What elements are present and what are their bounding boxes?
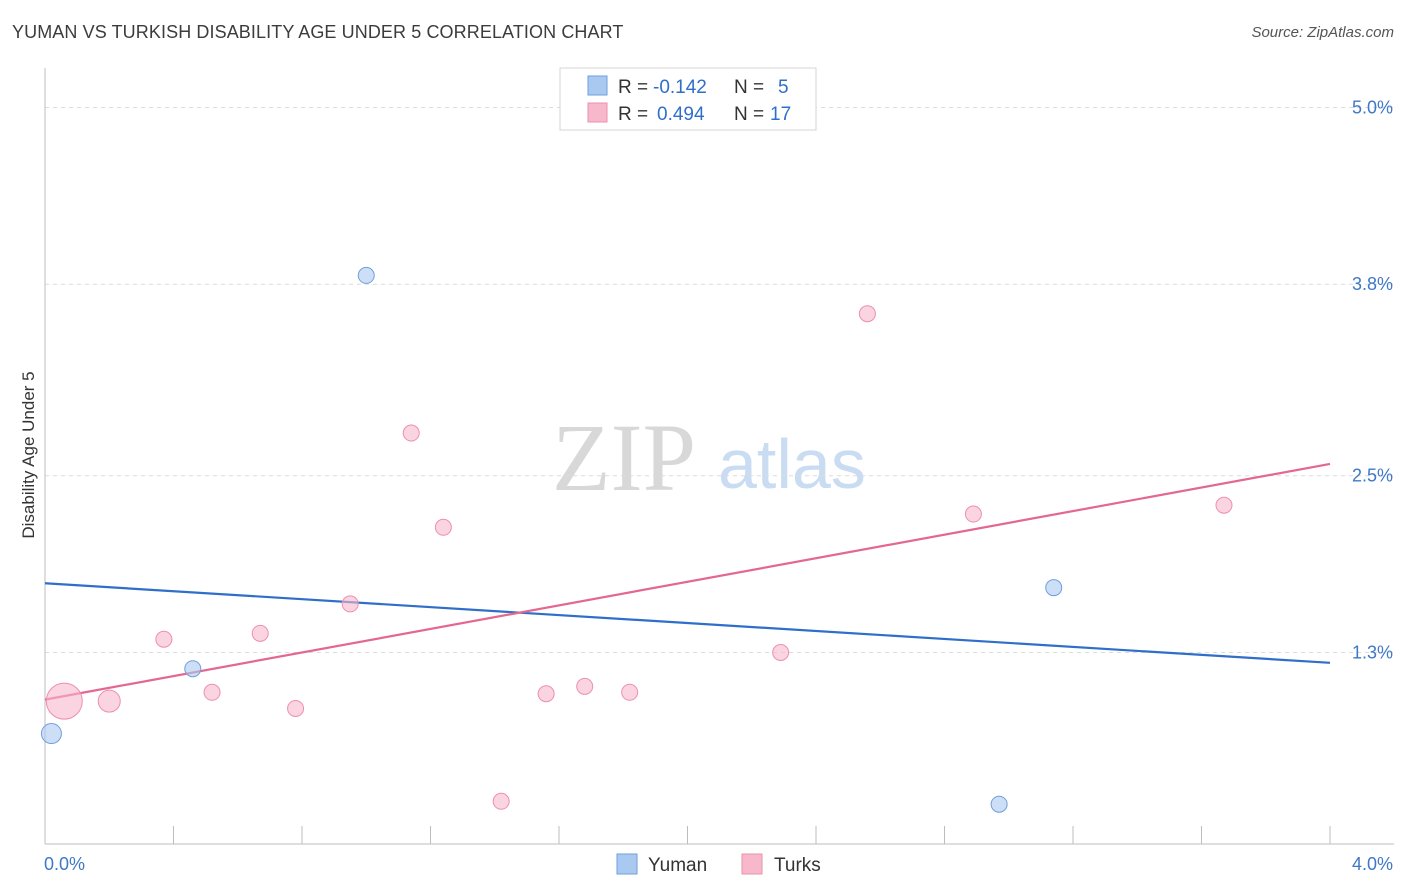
data-point-yuman <box>357 266 375 284</box>
trend-lines <box>44 462 1331 701</box>
data-point-turks <box>434 518 452 536</box>
y-axis-label: Disability Age Under 5 <box>19 371 38 538</box>
x-tick-labels: 0.0% 4.0% <box>44 854 1393 874</box>
series-legend-swatch-yuman <box>616 853 638 875</box>
trend-line-yuman <box>44 582 1331 664</box>
series-legend: Yuman Turks <box>616 853 821 876</box>
gridlines <box>45 106 1394 653</box>
series-legend-label-turks: Turks <box>774 855 821 876</box>
legend-n-value-turks: 17 <box>770 104 791 125</box>
data-point-turks <box>45 682 83 720</box>
y-tick-label: 1.3% <box>1352 643 1393 663</box>
data-point-turks <box>341 595 359 613</box>
correlation-legend: R = -0.142 N = 5 R = 0.494 N = 17 <box>559 67 817 131</box>
data-point-yuman <box>990 795 1008 813</box>
legend-r-value-yuman: -0.142 <box>653 77 707 98</box>
legend-n-value-yuman: 5 <box>778 77 789 98</box>
data-point-turks <box>858 305 876 323</box>
data-point-turks <box>492 792 510 810</box>
data-point-turks <box>1215 496 1233 514</box>
data-point-turks <box>97 689 121 713</box>
data-point-turks <box>621 683 639 701</box>
legend-swatch-turks <box>587 102 608 123</box>
data-point-turks <box>576 677 594 695</box>
chart-title: YUMAN VS TURKISH DISABILITY AGE UNDER 5 … <box>12 22 624 42</box>
data-point-turks <box>287 699 305 717</box>
x-tick-label: 4.0% <box>1352 854 1393 874</box>
x-tick-label: 0.0% <box>44 854 85 874</box>
data-point-turks <box>155 630 173 648</box>
source-credit: Source: ZipAtlas.com <box>1251 24 1394 41</box>
legend-r-value-turks: 0.494 <box>657 104 705 125</box>
legend-n-label: N = <box>734 77 764 98</box>
data-point-yuman <box>1045 579 1063 597</box>
trend-line-turks <box>44 462 1331 701</box>
data-point-yuman <box>184 660 202 678</box>
watermark-atlas: atlas <box>718 425 866 503</box>
legend-n-label: N = <box>734 104 764 125</box>
axes <box>44 68 1394 845</box>
data-point-turks <box>772 644 790 661</box>
data-point-turks <box>964 505 982 523</box>
legend-swatch-yuman <box>587 75 608 96</box>
watermark: ZIP atlas <box>552 404 866 511</box>
y-tick-label: 2.5% <box>1352 466 1393 486</box>
legend-r-label: R = <box>618 77 648 98</box>
series-legend-swatch-turks <box>741 853 763 875</box>
y-tick-label: 3.8% <box>1352 274 1393 294</box>
data-point-turks <box>203 683 221 701</box>
data-points <box>40 266 1233 813</box>
watermark-zip: ZIP <box>552 404 696 511</box>
data-point-turks <box>537 685 555 703</box>
y-tick-labels: 1.3% 2.5% 3.8% 5.0% <box>1352 97 1393 662</box>
series-legend-label-yuman: Yuman <box>648 855 707 876</box>
data-point-turks <box>402 424 420 442</box>
legend-r-label: R = <box>618 104 648 125</box>
data-point-turks <box>251 624 269 642</box>
data-point-yuman <box>40 723 62 745</box>
y-tick-label: 5.0% <box>1352 97 1393 117</box>
